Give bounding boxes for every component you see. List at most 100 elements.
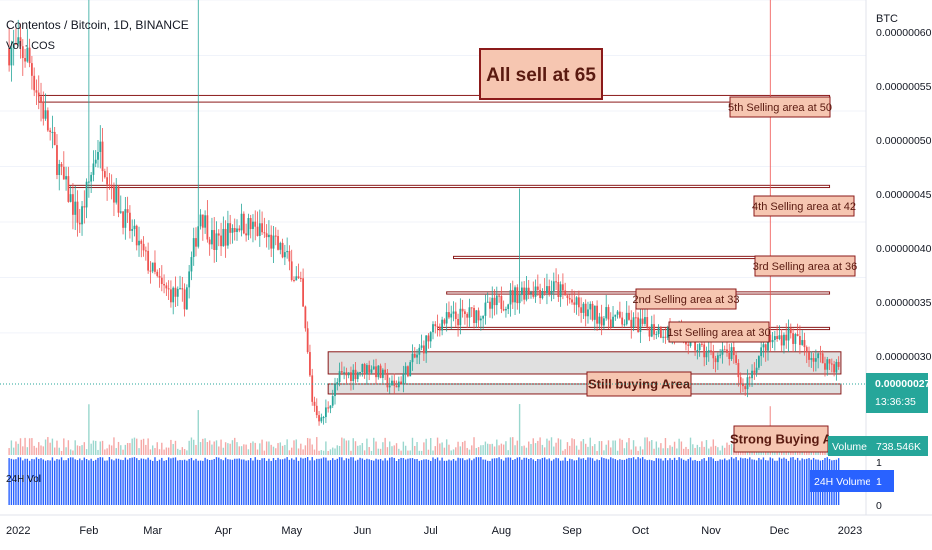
volume-24h-bar bbox=[434, 458, 436, 505]
volume-24h-bar bbox=[79, 458, 81, 505]
volume-24h-bar bbox=[550, 460, 553, 505]
time-tick: Jun bbox=[353, 525, 371, 537]
volume-24h-bar bbox=[532, 459, 534, 505]
volume-bar bbox=[359, 445, 361, 455]
volume-24h-bar bbox=[129, 458, 131, 505]
volume-24h-bar bbox=[808, 458, 810, 505]
volume-24h-bar bbox=[486, 460, 489, 505]
volume-24h-bar bbox=[398, 459, 400, 505]
volume-24h-bar bbox=[95, 459, 97, 505]
candle-body bbox=[124, 209, 127, 228]
volume-24h-bar bbox=[765, 460, 767, 505]
volume-24h-bar bbox=[193, 460, 195, 505]
candle-body bbox=[343, 372, 346, 374]
candle-body bbox=[147, 250, 150, 271]
candle-body bbox=[270, 234, 273, 249]
candle-body bbox=[133, 225, 136, 230]
volume-24h-bar bbox=[705, 460, 708, 505]
candle-body bbox=[662, 336, 665, 338]
volume-24h-bar bbox=[22, 460, 24, 505]
volume-bar bbox=[562, 450, 564, 455]
volume-24h-bar bbox=[767, 460, 769, 505]
volume-bar bbox=[51, 438, 54, 455]
volume-24h-bar bbox=[17, 457, 19, 505]
volume-bar bbox=[407, 450, 409, 455]
candle-body bbox=[432, 324, 434, 333]
candle-body bbox=[828, 359, 831, 364]
volume-24h-bar bbox=[477, 457, 480, 505]
candle-body bbox=[217, 233, 220, 236]
candle-body bbox=[281, 242, 284, 258]
volume-24h-bar bbox=[63, 460, 65, 505]
time-axis[interactable]: 2022 Feb Mar Apr May Jun Jul Aug Sep Oct Nov Dec 202… bbox=[0, 514, 932, 550]
candle-body bbox=[44, 110, 47, 119]
volume-bar bbox=[343, 438, 345, 455]
volume-bar bbox=[126, 442, 129, 455]
candle-body bbox=[748, 377, 751, 379]
time-tick: 2023 bbox=[838, 525, 862, 537]
volume-bar bbox=[79, 446, 81, 455]
volume-bar bbox=[528, 441, 530, 455]
volume-24h-bar bbox=[238, 458, 240, 505]
candle-body bbox=[51, 131, 54, 133]
volume-24h-bar bbox=[557, 458, 560, 505]
volume-24h-bar bbox=[213, 459, 215, 505]
price-axis[interactable]: BTC 0.00000060 0.00000055 0.00000050 0.0… bbox=[865, 0, 932, 515]
candle-body bbox=[206, 215, 209, 240]
candle-body bbox=[181, 288, 184, 290]
volume-24h-bar bbox=[170, 458, 172, 505]
volume-24h-bar bbox=[368, 459, 370, 505]
volume-24h-bar bbox=[306, 457, 309, 505]
volume-24h-bar bbox=[589, 457, 591, 505]
candle-body bbox=[318, 415, 320, 422]
candle-body bbox=[491, 297, 494, 309]
volume-24h-bar bbox=[177, 460, 179, 505]
candle-body bbox=[621, 317, 624, 325]
volume-bar bbox=[275, 448, 277, 455]
candle-body bbox=[340, 371, 343, 373]
candle-body bbox=[286, 250, 289, 253]
candle-body bbox=[67, 176, 70, 202]
volume-24h-bar bbox=[370, 460, 373, 505]
volume-bar bbox=[138, 448, 140, 455]
volume-24h-bar bbox=[703, 458, 705, 505]
candle-body bbox=[356, 372, 359, 380]
candle-body bbox=[33, 75, 36, 91]
volume-bar bbox=[373, 437, 375, 455]
volume-24h-bar bbox=[441, 457, 443, 505]
volume-bar bbox=[598, 441, 601, 455]
volume-24h-bar bbox=[179, 459, 181, 505]
indicator-label[interactable]: Vol · COS bbox=[6, 40, 55, 52]
volume-bar bbox=[208, 440, 211, 455]
volume-bar bbox=[293, 440, 295, 455]
volume-24h-bar bbox=[518, 457, 521, 505]
candle-body bbox=[19, 37, 22, 47]
volume-24h-bar bbox=[534, 460, 537, 505]
volume-24h-bar bbox=[108, 457, 111, 505]
candle-body bbox=[587, 309, 589, 317]
candle-body bbox=[536, 286, 539, 290]
volume-badge-label: Volume bbox=[832, 441, 867, 453]
symbol-title[interactable]: Contentos / Bitcoin, 1D, BINANCE bbox=[6, 18, 189, 32]
candle-body bbox=[794, 334, 797, 344]
volume-bar bbox=[418, 450, 421, 455]
volume-24h-bar bbox=[787, 460, 790, 505]
volume-24h-bar bbox=[680, 458, 683, 505]
volume-24h-bar bbox=[395, 460, 398, 505]
volume-24h-bar bbox=[110, 459, 113, 505]
volume-24h-bar bbox=[384, 458, 386, 505]
volume-24h-bar bbox=[215, 457, 218, 505]
candle-body bbox=[434, 324, 437, 327]
volume-24h-bar bbox=[726, 460, 728, 505]
candle-body bbox=[422, 345, 425, 354]
candle-body bbox=[694, 336, 696, 351]
candle-body bbox=[110, 185, 113, 187]
volume-bar bbox=[357, 445, 359, 455]
volume-24h-bar bbox=[222, 460, 225, 505]
volume-bar bbox=[584, 443, 587, 455]
candle-body bbox=[527, 287, 530, 294]
volume-bar bbox=[450, 450, 452, 455]
volume-24h-bar bbox=[755, 460, 758, 505]
candle-body bbox=[445, 312, 448, 324]
